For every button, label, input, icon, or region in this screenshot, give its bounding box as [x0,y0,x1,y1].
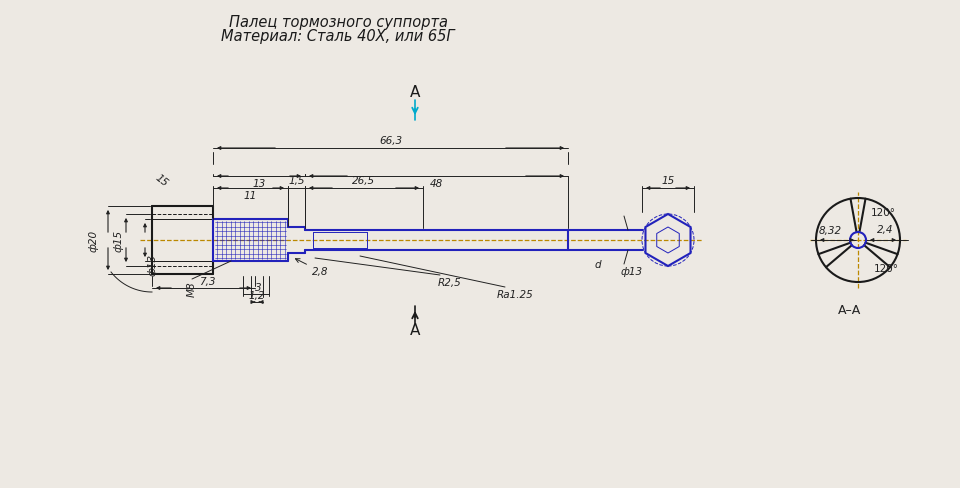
Text: М8: М8 [187,281,197,296]
Text: 7,3: 7,3 [200,276,216,286]
Text: 2,8: 2,8 [296,259,328,276]
Text: 120°: 120° [874,264,899,273]
Text: 13: 13 [252,179,266,189]
Text: 15: 15 [661,176,675,185]
Text: ф20: ф20 [89,229,99,251]
Text: 1,2: 1,2 [249,290,265,301]
Text: Ra1.25: Ra1.25 [496,289,534,299]
Text: 26,5: 26,5 [352,176,375,185]
Text: R2,5: R2,5 [438,278,462,287]
Text: 120°: 120° [871,207,896,218]
Text: ф15: ф15 [114,229,124,251]
Text: 66,3: 66,3 [379,136,402,146]
Text: d: d [594,260,601,269]
Text: А–А: А–А [838,304,862,317]
Text: ф13: ф13 [621,266,643,276]
Text: 11: 11 [244,191,257,201]
Text: А: А [410,323,420,338]
Text: 8,32: 8,32 [819,225,842,236]
Text: А: А [410,85,420,101]
Text: 2,4: 2,4 [876,224,893,235]
Text: 1,5: 1,5 [288,176,304,185]
Text: 48: 48 [430,179,444,189]
Text: Палец тормозного суппорта: Палец тормозного суппорта [228,16,447,30]
Text: ф13: ф13 [148,253,158,276]
Text: 3: 3 [254,283,261,292]
Text: 15: 15 [154,173,170,189]
Text: Материал: Сталь 40Х, или 65Г: Материал: Сталь 40Х, или 65Г [221,29,455,44]
